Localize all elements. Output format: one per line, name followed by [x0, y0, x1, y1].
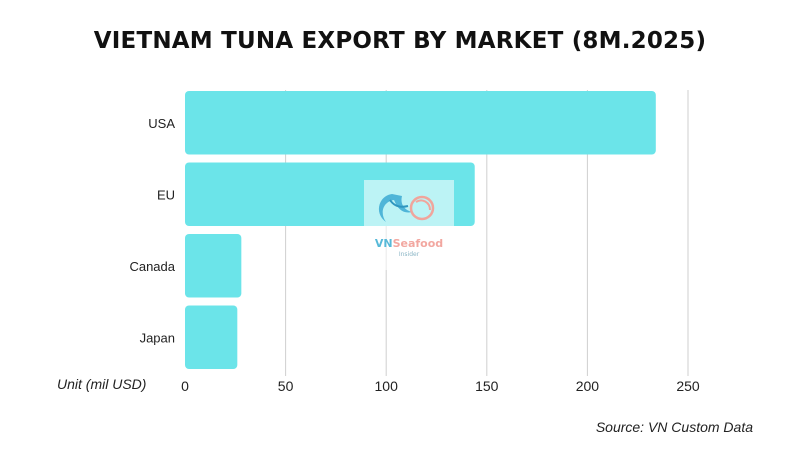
x-tick-label: 50 [278, 378, 294, 394]
x-tick-label: 250 [676, 378, 700, 394]
category-label: USA [148, 116, 175, 131]
chart-title: VIETNAM TUNA EXPORT BY MARKET (8M.2025) [93, 28, 707, 54]
unit-label: Unit (mil USD) [57, 376, 147, 392]
watermark-subtitle: Insider [398, 251, 420, 258]
x-tick-labels: 0 50 100 150 200 250 [181, 378, 700, 394]
bar-japan [185, 305, 238, 369]
watermark-brand: VNSeafood [374, 237, 444, 250]
category-label: EU [157, 187, 175, 202]
vnseafood-watermark: VNSeafood Insider [364, 180, 454, 270]
x-tick-label: 150 [475, 378, 499, 394]
category-labels: USA EU Canada Japan [129, 116, 175, 346]
fish-shrimp-logo-icon [378, 194, 435, 222]
x-tick-label: 200 [576, 378, 600, 394]
x-tick-label: 100 [375, 378, 399, 394]
category-label: Canada [129, 259, 175, 274]
category-label: Japan [140, 330, 175, 345]
x-tick-label: 0 [181, 378, 189, 394]
bar-canada [185, 234, 242, 298]
bar-usa [185, 91, 656, 155]
source-label: Source: VN Custom Data [595, 419, 753, 435]
